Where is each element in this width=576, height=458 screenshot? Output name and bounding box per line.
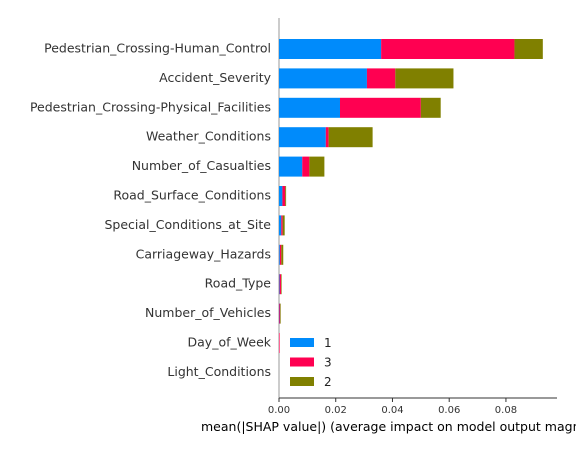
x-tick-label: 0.08 <box>495 405 517 416</box>
category-label: Accident_Severity <box>159 70 271 85</box>
category-label: Pedestrian_Crossing-Human_Control <box>44 41 271 56</box>
category-label: Number_of_Vehicles <box>145 305 271 320</box>
bar-series-3 <box>279 244 282 265</box>
category-label: Weather_Conditions <box>146 129 271 144</box>
legend-label: 3 <box>324 356 332 370</box>
category-label: Road_Type <box>205 276 272 291</box>
category-label: Light_Conditions <box>167 364 271 379</box>
bar-series-3 <box>325 127 329 148</box>
bar-series-1 <box>279 127 326 148</box>
bar-series-2 <box>281 244 284 265</box>
bar-series-3 <box>366 68 396 89</box>
bar-series-2 <box>309 156 325 177</box>
category-label: Road_Surface_Conditions <box>113 188 271 203</box>
bar-series-2 <box>280 303 281 324</box>
bar-series-1 <box>279 274 280 295</box>
bar-series-1 <box>279 215 282 236</box>
bar-series-3 <box>282 186 286 206</box>
bar-series-3 <box>302 156 310 177</box>
bar-series-2 <box>282 215 285 236</box>
bar-series-2 <box>328 127 373 148</box>
legend-swatch-1 <box>290 338 314 347</box>
legend-swatch-2 <box>290 377 314 386</box>
category-label: Special_Conditions_at_Site <box>104 217 271 232</box>
bar-series-1 <box>279 156 303 177</box>
bar-series-1 <box>279 186 283 206</box>
bar-series-1 <box>279 97 340 118</box>
bar-series-3 <box>281 215 283 236</box>
bar-series-2 <box>420 97 441 118</box>
bar-series-3 <box>339 97 421 118</box>
x-tick-label: 0.00 <box>268 405 290 416</box>
bar-series-1 <box>279 244 280 265</box>
category-label: Pedestrian_Crossing-Physical_Facilities <box>30 99 271 114</box>
legend-swatch-3 <box>290 357 314 367</box>
bar-series-3 <box>279 303 281 324</box>
bar-series-3 <box>381 39 515 59</box>
bar-series-3 <box>279 333 280 353</box>
bar-series-1 <box>279 68 367 89</box>
x-tick-label: 0.04 <box>381 405 403 416</box>
bar-series-2 <box>280 274 282 295</box>
x-tick-label: 0.06 <box>438 405 460 416</box>
bar-series-3 <box>279 274 281 295</box>
category-label: Day_of_Week <box>188 335 272 350</box>
category-label: Number_of_Casualties <box>132 158 271 173</box>
bar-series-1 <box>279 39 382 59</box>
bar-series-2 <box>395 68 454 89</box>
bar-series-2 <box>285 186 287 206</box>
legend-label: 2 <box>324 375 332 389</box>
x-axis-title: mean(|SHAP value|) (average impact on mo… <box>201 419 576 434</box>
x-tick-label: 0.02 <box>325 405 347 416</box>
bar-series-2 <box>514 39 543 59</box>
category-label: Carriageway_Hazards <box>136 246 271 261</box>
legend-label: 1 <box>324 336 332 350</box>
